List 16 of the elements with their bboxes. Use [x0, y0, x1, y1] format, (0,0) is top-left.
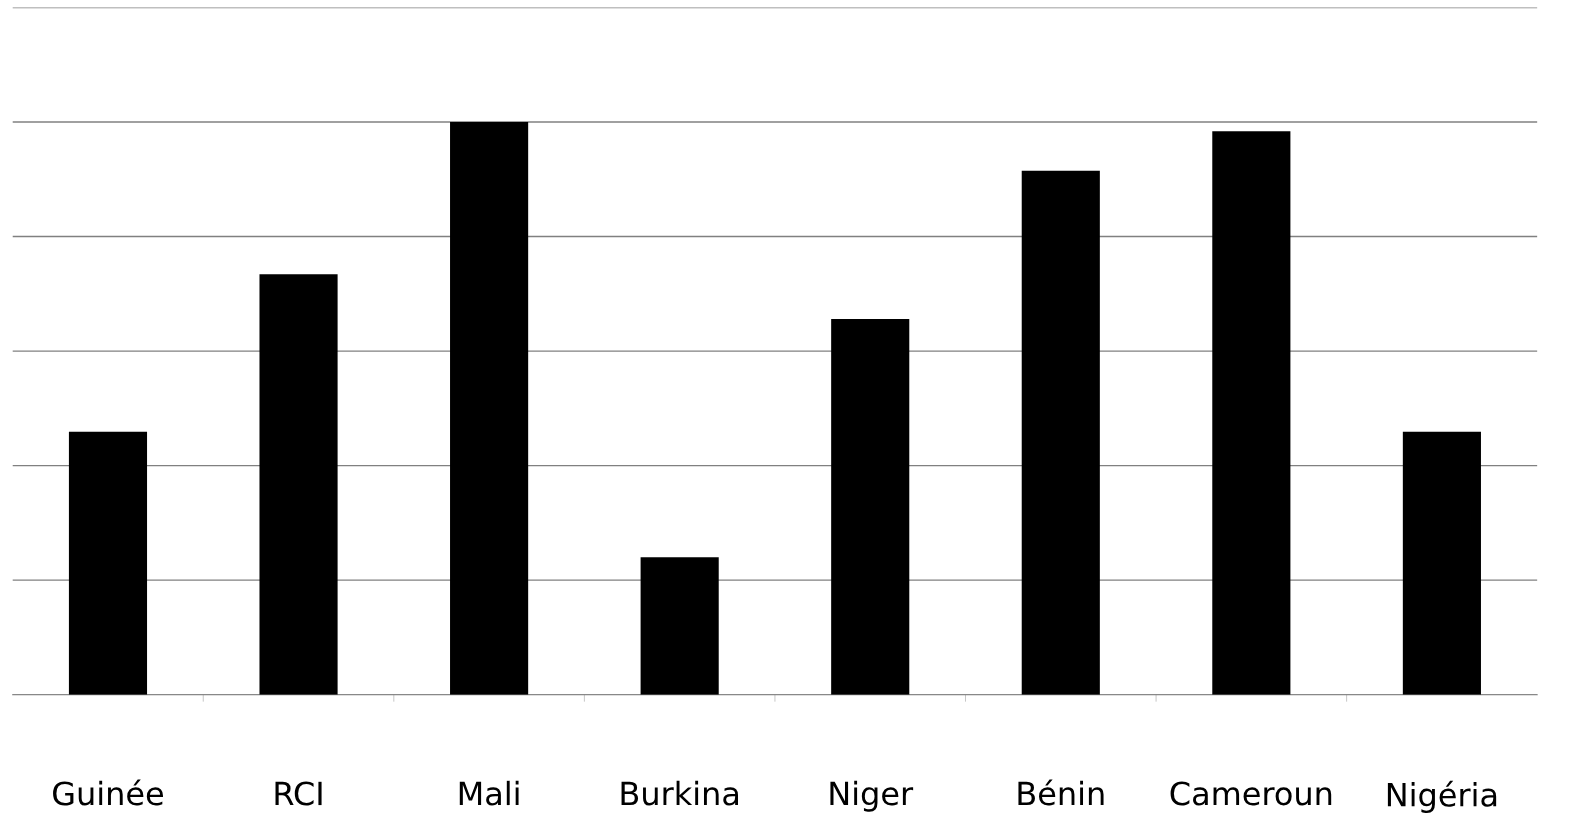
bar [1402, 431, 1481, 695]
x-tick-label: Cameroun [1170, 781, 1332, 806]
bar [1021, 170, 1100, 695]
x-tick-label: Niger [830, 780, 914, 812]
x-tick-label: Burkina [621, 780, 739, 806]
bar [450, 122, 529, 695]
x-tick-label: Bénin [1018, 779, 1104, 806]
bar [259, 274, 338, 695]
x-tick-label: Mali [459, 780, 519, 806]
x-tick-label: RCI [275, 781, 322, 806]
bar [640, 557, 719, 695]
bar [1212, 131, 1291, 695]
bar [68, 431, 148, 695]
bar [831, 319, 910, 695]
x-tick-label: Guinée [53, 779, 163, 806]
x-tick-label: Nigéria [1387, 780, 1497, 814]
